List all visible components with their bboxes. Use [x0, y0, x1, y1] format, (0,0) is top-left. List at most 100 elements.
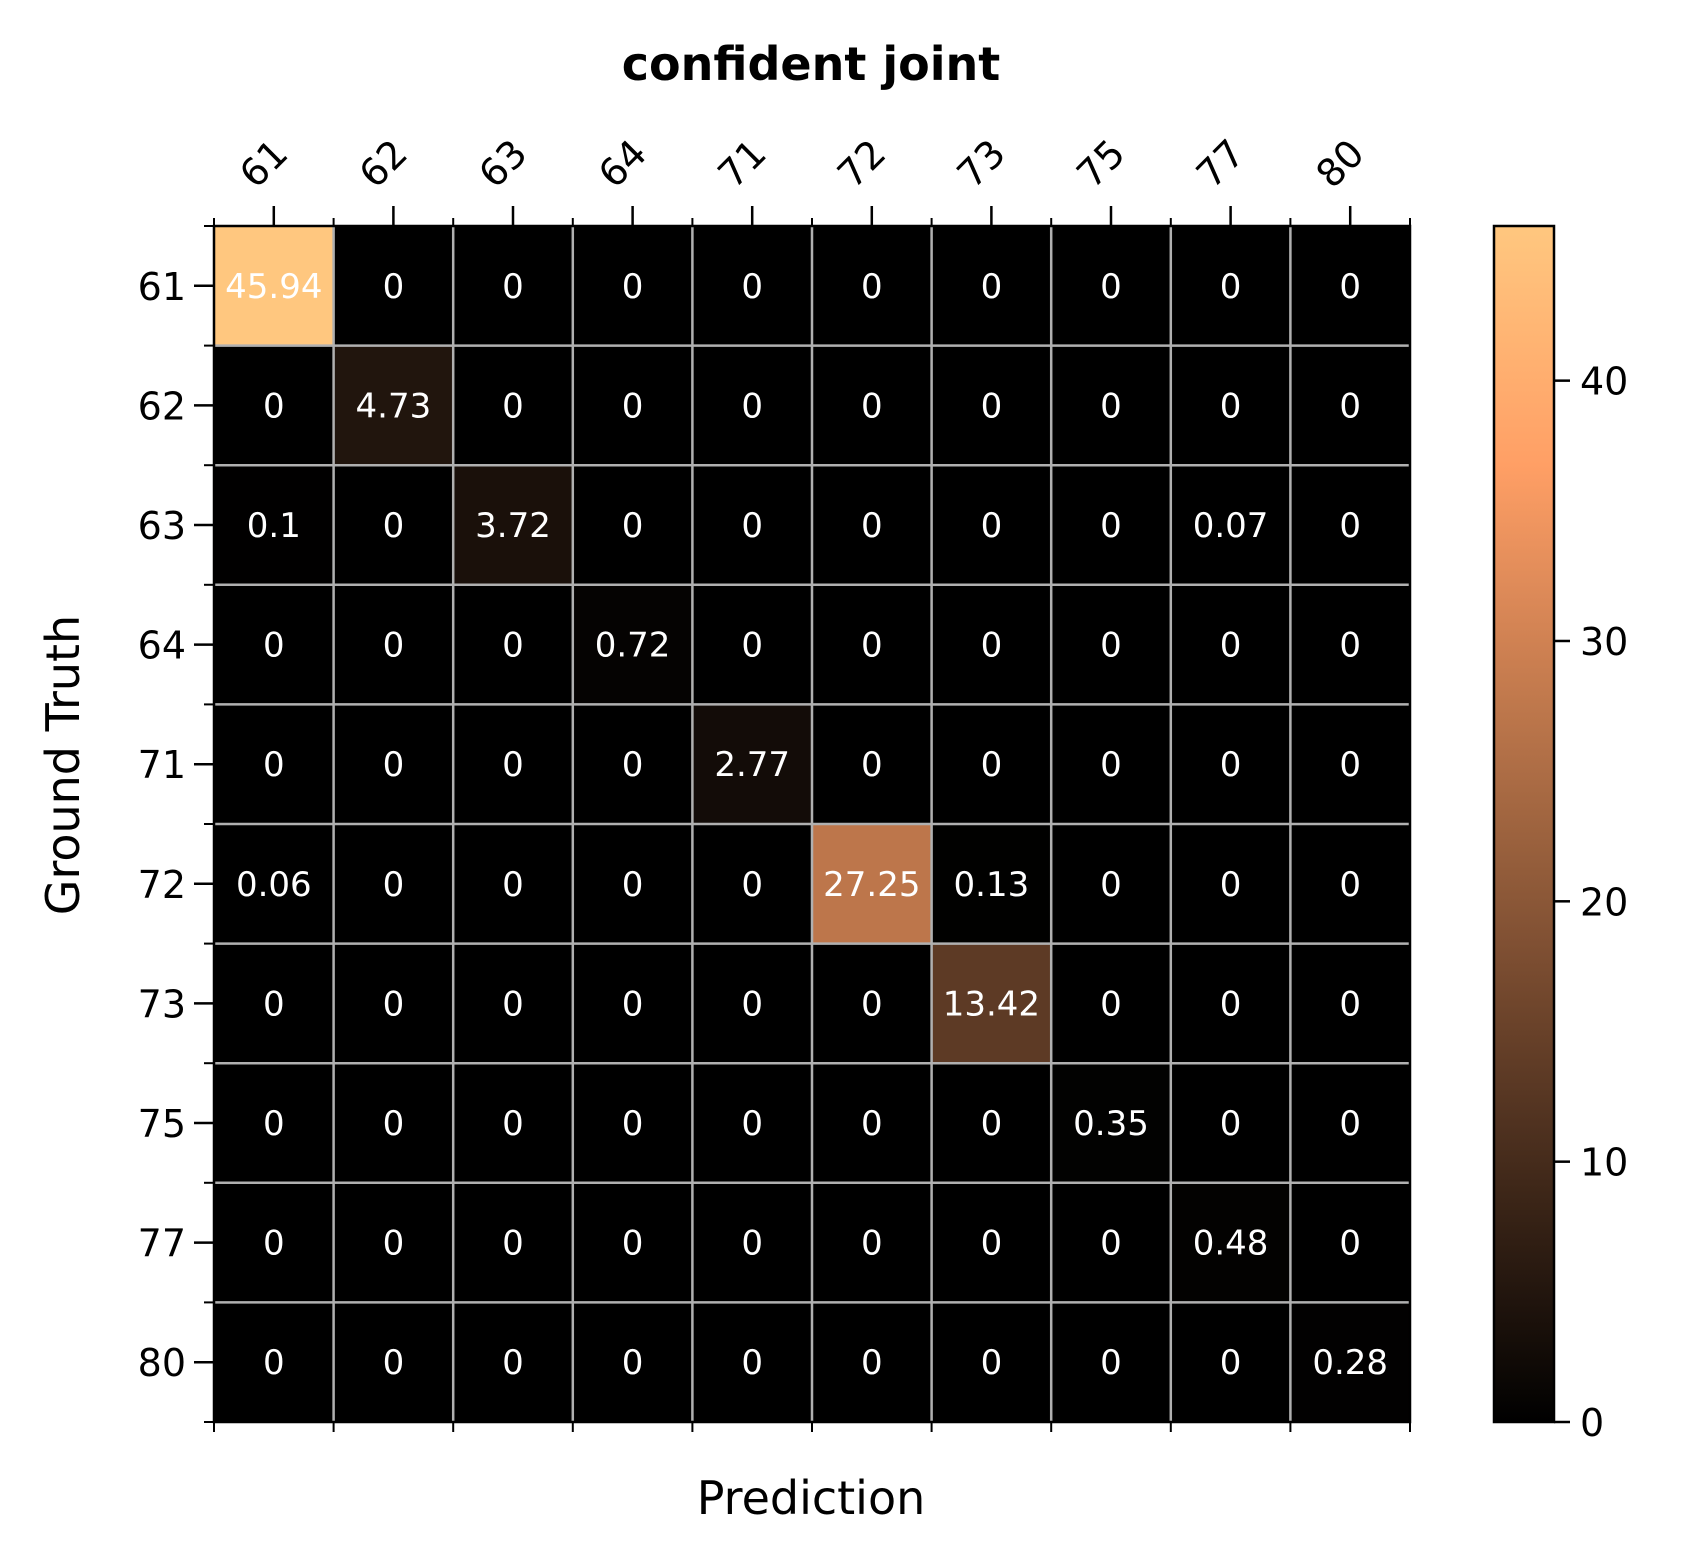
heatmap-cell [931, 345, 1052, 466]
heatmap-cell [931, 1182, 1052, 1303]
heatmap-cell [1170, 226, 1291, 347]
y-tick-label: 75 [138, 1102, 186, 1146]
heatmap-cell [1290, 345, 1411, 466]
cell-value-label: 0 [861, 1343, 883, 1383]
cell-value-label: 0 [1339, 386, 1361, 426]
cell-value-label: 0 [622, 1343, 644, 1383]
colorbar-tick-label: 40 [1580, 360, 1628, 404]
cell-value-label: 0 [622, 984, 644, 1024]
x-tick-label: 63 [470, 131, 535, 196]
heatmap-cell [1051, 704, 1172, 825]
cell-value-label: 0 [1339, 865, 1361, 905]
x-tick-label: 62 [351, 131, 416, 196]
heatmap-cell [214, 704, 335, 825]
heatmap-cell [572, 1063, 693, 1184]
cell-value-label: 0 [741, 386, 763, 426]
cell-value-label: 0 [981, 1224, 1003, 1264]
heatmap-cell [1290, 824, 1411, 945]
cell-value-label: 45.94 [225, 267, 322, 307]
colorbar-gradient [1492, 224, 1556, 1424]
heatmap-cell [692, 584, 813, 705]
heatmap-cell [214, 943, 335, 1064]
cell-value-label: 0 [981, 386, 1003, 426]
x-tick-label: 75 [1068, 131, 1133, 196]
cell-value-label: 0 [1100, 626, 1122, 666]
cell-value-label: 0.48 [1193, 1224, 1269, 1264]
cell-value-label: 0 [1339, 745, 1361, 785]
heatmap-cell [812, 1302, 933, 1423]
cell-value-label: 0 [1220, 745, 1242, 785]
heatmap-cell [1290, 943, 1411, 1064]
cell-value-label: 0.07 [1193, 506, 1269, 546]
heatmap-cell [692, 1182, 813, 1303]
cell-value-label: 0 [502, 1104, 524, 1144]
colorbar-tick-label: 10 [1580, 1141, 1628, 1185]
heatmap-cell [1170, 824, 1291, 945]
heatmap-cell [812, 1182, 933, 1303]
heatmap-cell [214, 1063, 335, 1184]
heatmap-cell [812, 943, 933, 1064]
heatmap-cell [1051, 1302, 1172, 1423]
heatmap-cell [1290, 704, 1411, 825]
cell-value-label: 0 [861, 1224, 883, 1264]
heatmap-cell [214, 584, 335, 705]
cell-value-label: 0 [622, 267, 644, 307]
heatmap-cell [812, 584, 933, 705]
cell-value-label: 0 [1339, 984, 1361, 1024]
heatmap-cell [1290, 1302, 1411, 1423]
cell-value-label: 4.73 [356, 386, 432, 426]
heatmap-cell [692, 465, 813, 586]
heatmap-cell [214, 226, 335, 347]
heatmap-cell [1051, 584, 1172, 705]
cell-value-label: 0 [622, 1224, 644, 1264]
cell-value-label: 0 [622, 1104, 644, 1144]
cell-value-label: 0 [263, 1224, 285, 1264]
heatmap-cell [214, 824, 335, 945]
heatmap-cell [1170, 345, 1291, 466]
cell-value-label: 0 [263, 984, 285, 1024]
heatmap-cell [333, 943, 454, 1064]
heatmap-cell [572, 943, 693, 1064]
x-tick-label: 73 [949, 131, 1014, 196]
heatmap-cell [333, 824, 454, 945]
cell-value-label: 0 [1339, 267, 1361, 307]
heatmap-cell [1170, 1063, 1291, 1184]
cell-value-label: 0.28 [1312, 1343, 1388, 1383]
heatmap-cell [214, 1182, 335, 1303]
cell-value-label: 0 [263, 1343, 285, 1383]
heatmap-cell [1170, 1182, 1291, 1303]
cell-value-label: 0 [861, 506, 883, 546]
heatmap-cell [453, 584, 574, 705]
heatmap-cell [333, 226, 454, 347]
cell-value-label: 27.25 [823, 865, 920, 905]
cell-value-label: 0 [861, 386, 883, 426]
heatmap-cell-labels: 45.94 0 0 0 0 0 0 0 0 0 0 4.73 0 0 0 0 0 0 0 0 0.1 0 3.72 0 0 0 0 0… [225, 267, 1388, 1383]
cell-value-label: 0 [981, 506, 1003, 546]
cell-value-label: 0 [502, 984, 524, 1024]
heatmap-cell [214, 465, 335, 586]
heatmap-gridlines [214, 226, 1410, 1422]
heatmap-cell [572, 1302, 693, 1423]
heatmap-cell [572, 824, 693, 945]
cell-value-label: 0 [741, 1104, 763, 1144]
cell-value-label: 0 [502, 865, 524, 905]
x-tick-label: 80 [1307, 131, 1372, 196]
heatmap-cell [931, 226, 1052, 347]
cell-value-label: 13.42 [943, 984, 1040, 1024]
heatmap-cell [692, 704, 813, 825]
cell-value-label: 0 [502, 267, 524, 307]
y-axis-ticks: 61 62 63 64 71 72 73 75 77 80 [138, 225, 214, 1423]
heatmap-cell [1051, 1063, 1172, 1184]
heatmap-cell [692, 1302, 813, 1423]
cell-value-label: 0 [1100, 386, 1122, 426]
heatmap-cell [572, 226, 693, 347]
heatmap-cell [692, 824, 813, 945]
heatmap-cell [453, 226, 574, 347]
cell-value-label: 0 [861, 626, 883, 666]
cell-value-label: 0 [1220, 865, 1242, 905]
cell-value-label: 0 [622, 745, 644, 785]
cell-value-label: 0 [861, 267, 883, 307]
cell-value-label: 3.72 [475, 506, 551, 546]
cell-value-label: 0 [502, 626, 524, 666]
heatmap-cells [214, 226, 1411, 1423]
